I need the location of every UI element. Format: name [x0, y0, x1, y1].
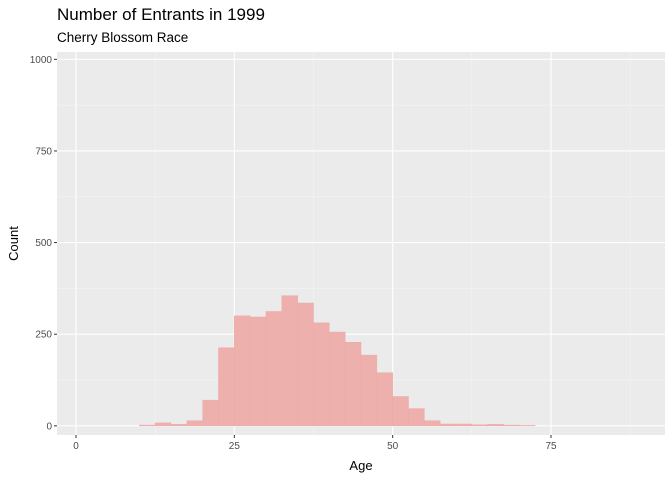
major-gridlines: [57, 52, 665, 435]
y-tick-label: 500: [35, 238, 52, 249]
y-tick-label: 250: [35, 330, 52, 341]
histogram-bar: [297, 302, 314, 427]
y-tick-label: 0: [46, 421, 52, 432]
histogram-bar: [186, 420, 203, 427]
histogram-bar: [218, 347, 235, 427]
chart-title: Number of Entrants in 1999: [57, 5, 265, 24]
x-tick-label: 75: [545, 441, 557, 452]
x-axis: 0 25 50 75: [73, 435, 557, 452]
histogram-bar: [170, 424, 188, 427]
y-axis: 0 250 500 750 1000: [30, 55, 57, 432]
histogram-bar: [503, 424, 520, 427]
x-tick-label: 0: [73, 441, 79, 452]
histogram-bar: [234, 315, 251, 427]
histogram-bar: [139, 424, 156, 427]
y-tick-label: 750: [35, 146, 52, 157]
histogram-bar: [249, 316, 267, 427]
histogram-bar: [455, 423, 473, 427]
histogram-bar: [408, 408, 425, 427]
histogram-bar: [424, 420, 441, 427]
histogram-bar: [329, 331, 346, 427]
histogram-bar: [392, 396, 409, 427]
x-tick-label: 50: [387, 441, 399, 452]
histogram-bar: [202, 399, 219, 427]
y-axis-title: Count: [6, 226, 21, 261]
chart-subtitle: Cherry Blossom Race: [57, 30, 189, 45]
histogram-bar: [344, 342, 362, 427]
histogram-bar: [439, 423, 457, 427]
histogram-bar: [360, 354, 378, 427]
histogram-bar: [265, 311, 283, 427]
x-axis-title: Age: [349, 458, 372, 473]
histogram-bars: [139, 295, 536, 427]
histogram-bar: [471, 424, 488, 427]
histogram-bar: [487, 424, 504, 427]
histogram-bar: [313, 322, 330, 427]
minor-gridlines: [57, 52, 665, 435]
histogram-bar: [154, 422, 172, 427]
x-tick-label: 25: [229, 441, 241, 452]
y-tick-label: 1000: [30, 55, 53, 66]
histogram-bar: [376, 372, 393, 427]
histogram-bar: [281, 295, 298, 427]
